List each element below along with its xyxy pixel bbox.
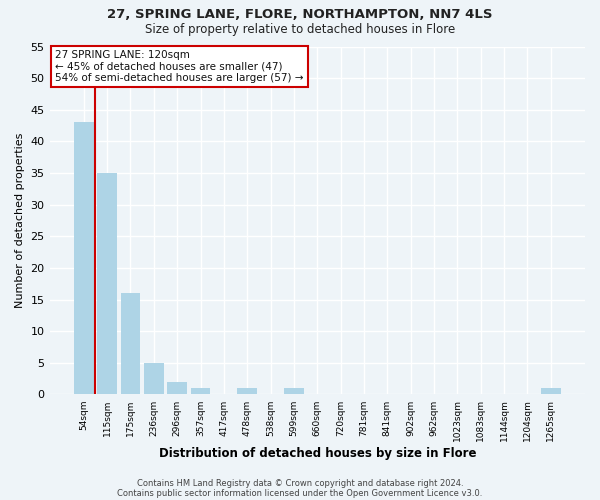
- Bar: [97, 173, 117, 394]
- Bar: [144, 363, 164, 394]
- Bar: [191, 388, 211, 394]
- X-axis label: Distribution of detached houses by size in Flore: Distribution of detached houses by size …: [158, 447, 476, 460]
- Bar: [74, 122, 94, 394]
- Y-axis label: Number of detached properties: Number of detached properties: [15, 133, 25, 308]
- Text: 27 SPRING LANE: 120sqm
← 45% of detached houses are smaller (47)
54% of semi-det: 27 SPRING LANE: 120sqm ← 45% of detached…: [55, 50, 304, 83]
- Text: 27, SPRING LANE, FLORE, NORTHAMPTON, NN7 4LS: 27, SPRING LANE, FLORE, NORTHAMPTON, NN7…: [107, 8, 493, 20]
- Text: Size of property relative to detached houses in Flore: Size of property relative to detached ho…: [145, 22, 455, 36]
- Bar: [284, 388, 304, 394]
- Bar: [541, 388, 560, 394]
- Text: Contains HM Land Registry data © Crown copyright and database right 2024.: Contains HM Land Registry data © Crown c…: [137, 478, 463, 488]
- Bar: [238, 388, 257, 394]
- Bar: [121, 293, 140, 394]
- Text: Contains public sector information licensed under the Open Government Licence v3: Contains public sector information licen…: [118, 488, 482, 498]
- Bar: [167, 382, 187, 394]
